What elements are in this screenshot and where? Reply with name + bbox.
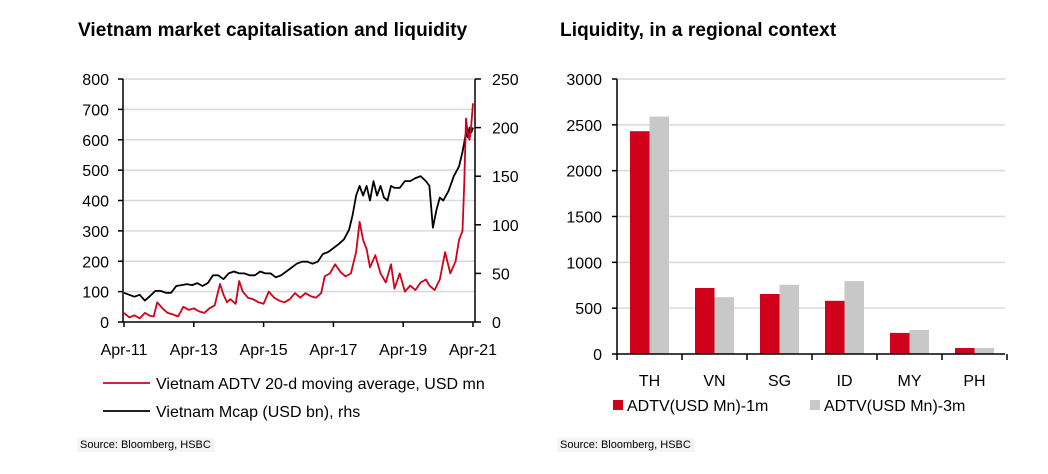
bar-vn-3m bbox=[714, 297, 734, 354]
mcap-series-line bbox=[123, 126, 474, 302]
legend-label: Vietnam Mcap (USD bn), rhs bbox=[156, 404, 360, 421]
x-tick-label: PH bbox=[963, 373, 985, 390]
x-tick-label: Apr-21 bbox=[449, 342, 497, 359]
bar-ph-3m bbox=[974, 348, 994, 354]
x-tick-label: SG bbox=[768, 373, 791, 390]
y-tick-label: 1000 bbox=[566, 255, 602, 272]
left-chart-title: Vietnam market capitalisation and liquid… bbox=[78, 20, 468, 41]
legend-label: Vietnam ADTV 20-d moving average, USD mn bbox=[156, 376, 485, 393]
x-tick-label: ID bbox=[837, 373, 853, 390]
left-y-tick-label: 800 bbox=[82, 72, 109, 89]
x-tick-label: Apr-13 bbox=[170, 342, 218, 359]
bar-my-1m bbox=[890, 332, 910, 354]
right-y-tick-label: 250 bbox=[492, 72, 519, 89]
left-y-tick-label: 400 bbox=[82, 194, 109, 211]
legend-swatch bbox=[613, 400, 623, 410]
left-y-tick-label: 700 bbox=[82, 102, 109, 119]
left-y-tick-label: 500 bbox=[82, 163, 109, 180]
bar-th-1m bbox=[630, 131, 650, 354]
legend-label: ADTV(USD Mn)-3m bbox=[824, 398, 965, 415]
x-tick-label: VN bbox=[703, 373, 725, 390]
right-y-tick-label: 200 bbox=[492, 121, 519, 138]
adtv-series-line bbox=[123, 103, 474, 320]
bar-id-3m bbox=[844, 281, 864, 354]
right-chart-title: Liquidity, in a regional context bbox=[560, 20, 837, 41]
left-y-tick-label: 0 bbox=[100, 315, 109, 332]
x-tick-label: Apr-19 bbox=[379, 342, 427, 359]
bar-th-3m bbox=[649, 116, 669, 354]
y-tick-label: 3000 bbox=[566, 72, 602, 89]
left-y-tick-label: 100 bbox=[82, 285, 109, 302]
y-tick-label: 2500 bbox=[566, 118, 602, 135]
left-chart-source: Source: Bloomberg, HSBC bbox=[77, 438, 214, 452]
x-tick-label: Apr-11 bbox=[101, 342, 148, 359]
x-tick-label: Apr-17 bbox=[309, 342, 357, 359]
bar-sg-3m bbox=[779, 284, 799, 354]
y-tick-label: 1500 bbox=[566, 210, 602, 227]
legend-label: ADTV(USD Mn)-1m bbox=[627, 398, 768, 415]
right-y-tick-label: 0 bbox=[492, 315, 501, 332]
y-tick-label: 2000 bbox=[566, 164, 602, 181]
bar-sg-1m bbox=[760, 294, 780, 354]
right-bar-chart: 0 500 1000 1500 2000 2500 3000 TH VN SG ID MY PH ADTV… bbox=[566, 72, 1008, 415]
right-y-tick-label: 50 bbox=[492, 266, 510, 283]
bar-ph-1m bbox=[955, 348, 975, 354]
x-tick-label: Apr-15 bbox=[240, 342, 288, 359]
bar-vn-1m bbox=[695, 288, 715, 354]
x-tick-label: TH bbox=[639, 373, 660, 390]
bar-id-1m bbox=[825, 300, 845, 354]
right-y-tick-label: 150 bbox=[492, 169, 519, 186]
left-y-tick-label: 600 bbox=[82, 133, 109, 150]
right-chart-source: Source: Bloomberg, HSBC bbox=[557, 438, 694, 452]
x-tick-label: MY bbox=[898, 373, 922, 390]
legend-swatch bbox=[810, 400, 820, 410]
left-line-chart: 0 100 200 300 400 500 600 700 800 0 50 100 150 200 250… bbox=[82, 72, 519, 421]
bar-my-3m bbox=[909, 330, 929, 354]
left-y-tick-label: 200 bbox=[82, 254, 109, 271]
left-y-tick-label: 300 bbox=[82, 224, 109, 241]
y-tick-label: 0 bbox=[593, 347, 602, 364]
y-tick-label: 500 bbox=[575, 301, 602, 318]
right-y-tick-label: 100 bbox=[492, 218, 519, 235]
